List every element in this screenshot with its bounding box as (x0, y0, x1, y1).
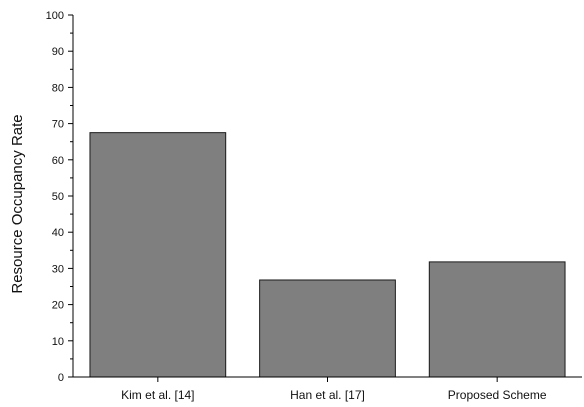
x-category-label: Proposed Scheme (448, 388, 547, 402)
y-tick-label: 60 (52, 155, 64, 167)
y-ticks-group: 0 10 20 30 40 50 60 70 80 90 100 (46, 10, 73, 384)
y-axis-title: Resource Occupancy Rate (9, 114, 26, 293)
y-tick-label: 50 (52, 191, 64, 203)
y-tick-label: 0 (58, 372, 64, 384)
y-tick-label: 100 (46, 10, 64, 22)
y-tick-label: 30 (52, 263, 64, 275)
x-category-label: Han et al. [17] (290, 388, 365, 402)
x-category-label: Kim et al. [14] (121, 388, 194, 402)
x-ticks-group: Kim et al. [14] Han et al. [17] Proposed S… (121, 377, 547, 402)
y-tick-label: 80 (52, 82, 64, 94)
bar-kim-et-al-14 (89, 132, 227, 378)
bar-han-et-al-17 (259, 279, 396, 378)
y-tick-label: 40 (52, 227, 64, 239)
y-tick-label: 20 (52, 300, 64, 312)
y-tick-label: 90 (52, 46, 64, 58)
y-tick-label: 70 (52, 119, 64, 131)
y-tick-label: 10 (52, 336, 64, 348)
bar-proposed-scheme (428, 261, 566, 378)
bars-group (89, 132, 566, 378)
